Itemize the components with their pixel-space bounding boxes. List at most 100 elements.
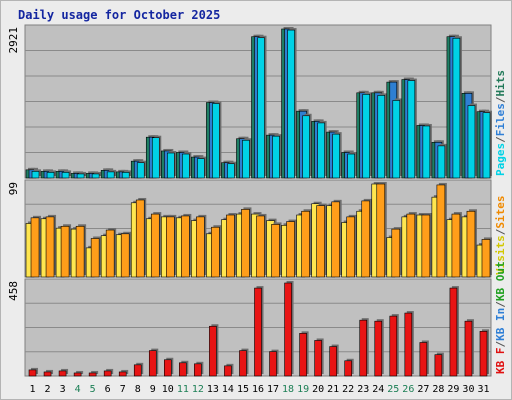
bar-kb-f-day-8 — [133, 364, 142, 377]
x-tick-label: 23 — [357, 384, 369, 395]
x-tick-label: 13 — [207, 384, 219, 395]
x-tick-label: 17 — [267, 384, 279, 395]
bar-sites-day-28 — [436, 184, 446, 278]
bar-sites-day-29 — [451, 213, 461, 278]
bar-pages-day-21 — [332, 133, 340, 179]
bar-sites-day-18 — [286, 221, 295, 278]
bar-sites-day-16 — [256, 215, 265, 278]
bar-pages-day-31 — [482, 112, 491, 179]
legend-entry: Files — [494, 103, 507, 136]
bar-kb-f-day-15 — [239, 350, 247, 377]
x-tick-label: 27 — [417, 384, 429, 395]
bar-kb-f-day-13 — [209, 325, 217, 377]
x-tick-label: 8 — [135, 384, 141, 395]
legend-entry: Sites — [494, 196, 507, 229]
bar-kb-f-day-10 — [164, 359, 172, 377]
bar-kb-f-day-30 — [464, 320, 473, 377]
bar-sites-day-23 — [361, 200, 371, 278]
legend-kbf-kbin-kbout: KB F/KB In/KB Out — [494, 261, 507, 374]
y-max-label: 458 — [7, 281, 20, 301]
y-max-label: 99 — [7, 182, 20, 195]
bar-shadow — [76, 370, 84, 374]
x-tick-label: 10 — [162, 384, 174, 395]
bar-pages-day-19 — [302, 115, 310, 179]
chart-title: Daily usage for October 2025 — [18, 8, 220, 22]
x-tick-label: 2 — [45, 384, 51, 395]
legend-entry: KB F — [494, 348, 507, 375]
bar-pages-day-2 — [46, 172, 55, 179]
bar-kb-f-day-24 — [374, 320, 383, 377]
legend-entry: KB Out — [494, 261, 507, 301]
bar-pages-day-10 — [167, 152, 175, 179]
bar-kb-f-day-18 — [284, 282, 292, 377]
bar-kb-f-day-16 — [254, 287, 262, 377]
bar-pages-day-25 — [392, 100, 401, 179]
bar-pages-day-6 — [106, 171, 115, 179]
bar-kb-f-day-19 — [299, 333, 307, 377]
bar-pages-day-8 — [136, 162, 145, 179]
bar-pages-day-26 — [407, 80, 416, 179]
bar-pages-day-24 — [377, 95, 386, 179]
x-tick-label: 22 — [342, 384, 354, 395]
bar-sites-day-5 — [90, 238, 100, 278]
bar-pages-day-23 — [362, 94, 371, 179]
bar-sites-day-22 — [346, 216, 355, 278]
bar-pages-day-12 — [197, 158, 205, 179]
x-tick-label: 5 — [90, 384, 96, 395]
x-tick-label: 30 — [462, 384, 474, 395]
x-tick-label: 12 — [192, 384, 204, 395]
bar-pages-day-28 — [437, 145, 446, 179]
x-tick-label: 21 — [327, 384, 339, 395]
bar-sites-day-4 — [75, 225, 85, 278]
bar-sites-day-13 — [211, 226, 220, 278]
bar-pages-day-20 — [317, 122, 325, 179]
bar-kb-f-day-4 — [73, 372, 82, 377]
bar-sites-day-20 — [316, 205, 325, 278]
bar-pages-day-16 — [257, 37, 265, 179]
legend-entry: / — [494, 96, 507, 103]
bar-pages-day-17 — [272, 135, 280, 179]
x-tick-label: 3 — [60, 384, 66, 395]
x-tick-label: 6 — [105, 384, 111, 395]
bar-pages-day-22 — [347, 153, 355, 179]
bar-kb-f-day-27 — [419, 342, 428, 377]
bar-pages-day-9 — [151, 137, 160, 179]
x-tick-label: 14 — [222, 384, 234, 395]
bar-shadow — [91, 370, 99, 374]
bar-kb-f-day-9 — [148, 350, 157, 377]
bar-pages-day-4 — [76, 173, 85, 179]
bar-pages-day-15 — [242, 139, 250, 179]
x-tick-label: 15 — [237, 384, 249, 395]
bar-pages-day-29 — [452, 37, 461, 179]
bar-kb-f-day-1 — [28, 369, 37, 377]
bar-sites-day-19 — [301, 210, 310, 278]
bar-sites-day-30 — [466, 210, 476, 278]
y-max-label: 2921 — [7, 27, 20, 54]
bar-kb-f-day-31 — [479, 331, 488, 377]
bar-pages-day-13 — [212, 103, 220, 179]
bar-kb-f-day-21 — [329, 346, 337, 377]
bar-kb-f-day-7 — [118, 371, 127, 377]
bar-sites-day-7 — [120, 233, 130, 278]
bar-kb-f-day-6 — [103, 370, 112, 377]
x-tick-label: 26 — [402, 384, 414, 395]
x-tick-label: 31 — [477, 384, 489, 395]
x-tick-label: 4 — [75, 384, 81, 395]
bar-pages-day-11 — [182, 153, 190, 179]
legend-entry: Visits — [494, 235, 507, 275]
bar-pages-day-18 — [287, 29, 295, 179]
bar-sites-day-31 — [481, 239, 491, 278]
bar-pages-day-30 — [467, 105, 476, 179]
bar-pages-day-5 — [91, 173, 100, 179]
bar-sites-day-3 — [60, 225, 70, 278]
x-tick-label: 18 — [282, 384, 294, 395]
x-tick-label: 1 — [30, 384, 36, 395]
x-tick-label: 19 — [297, 384, 309, 395]
bar-kb-f-day-28 — [434, 354, 443, 377]
bar-sites-day-9 — [150, 213, 160, 278]
bar-kb-f-day-14 — [224, 365, 232, 377]
bar-kb-f-day-26 — [404, 312, 413, 377]
